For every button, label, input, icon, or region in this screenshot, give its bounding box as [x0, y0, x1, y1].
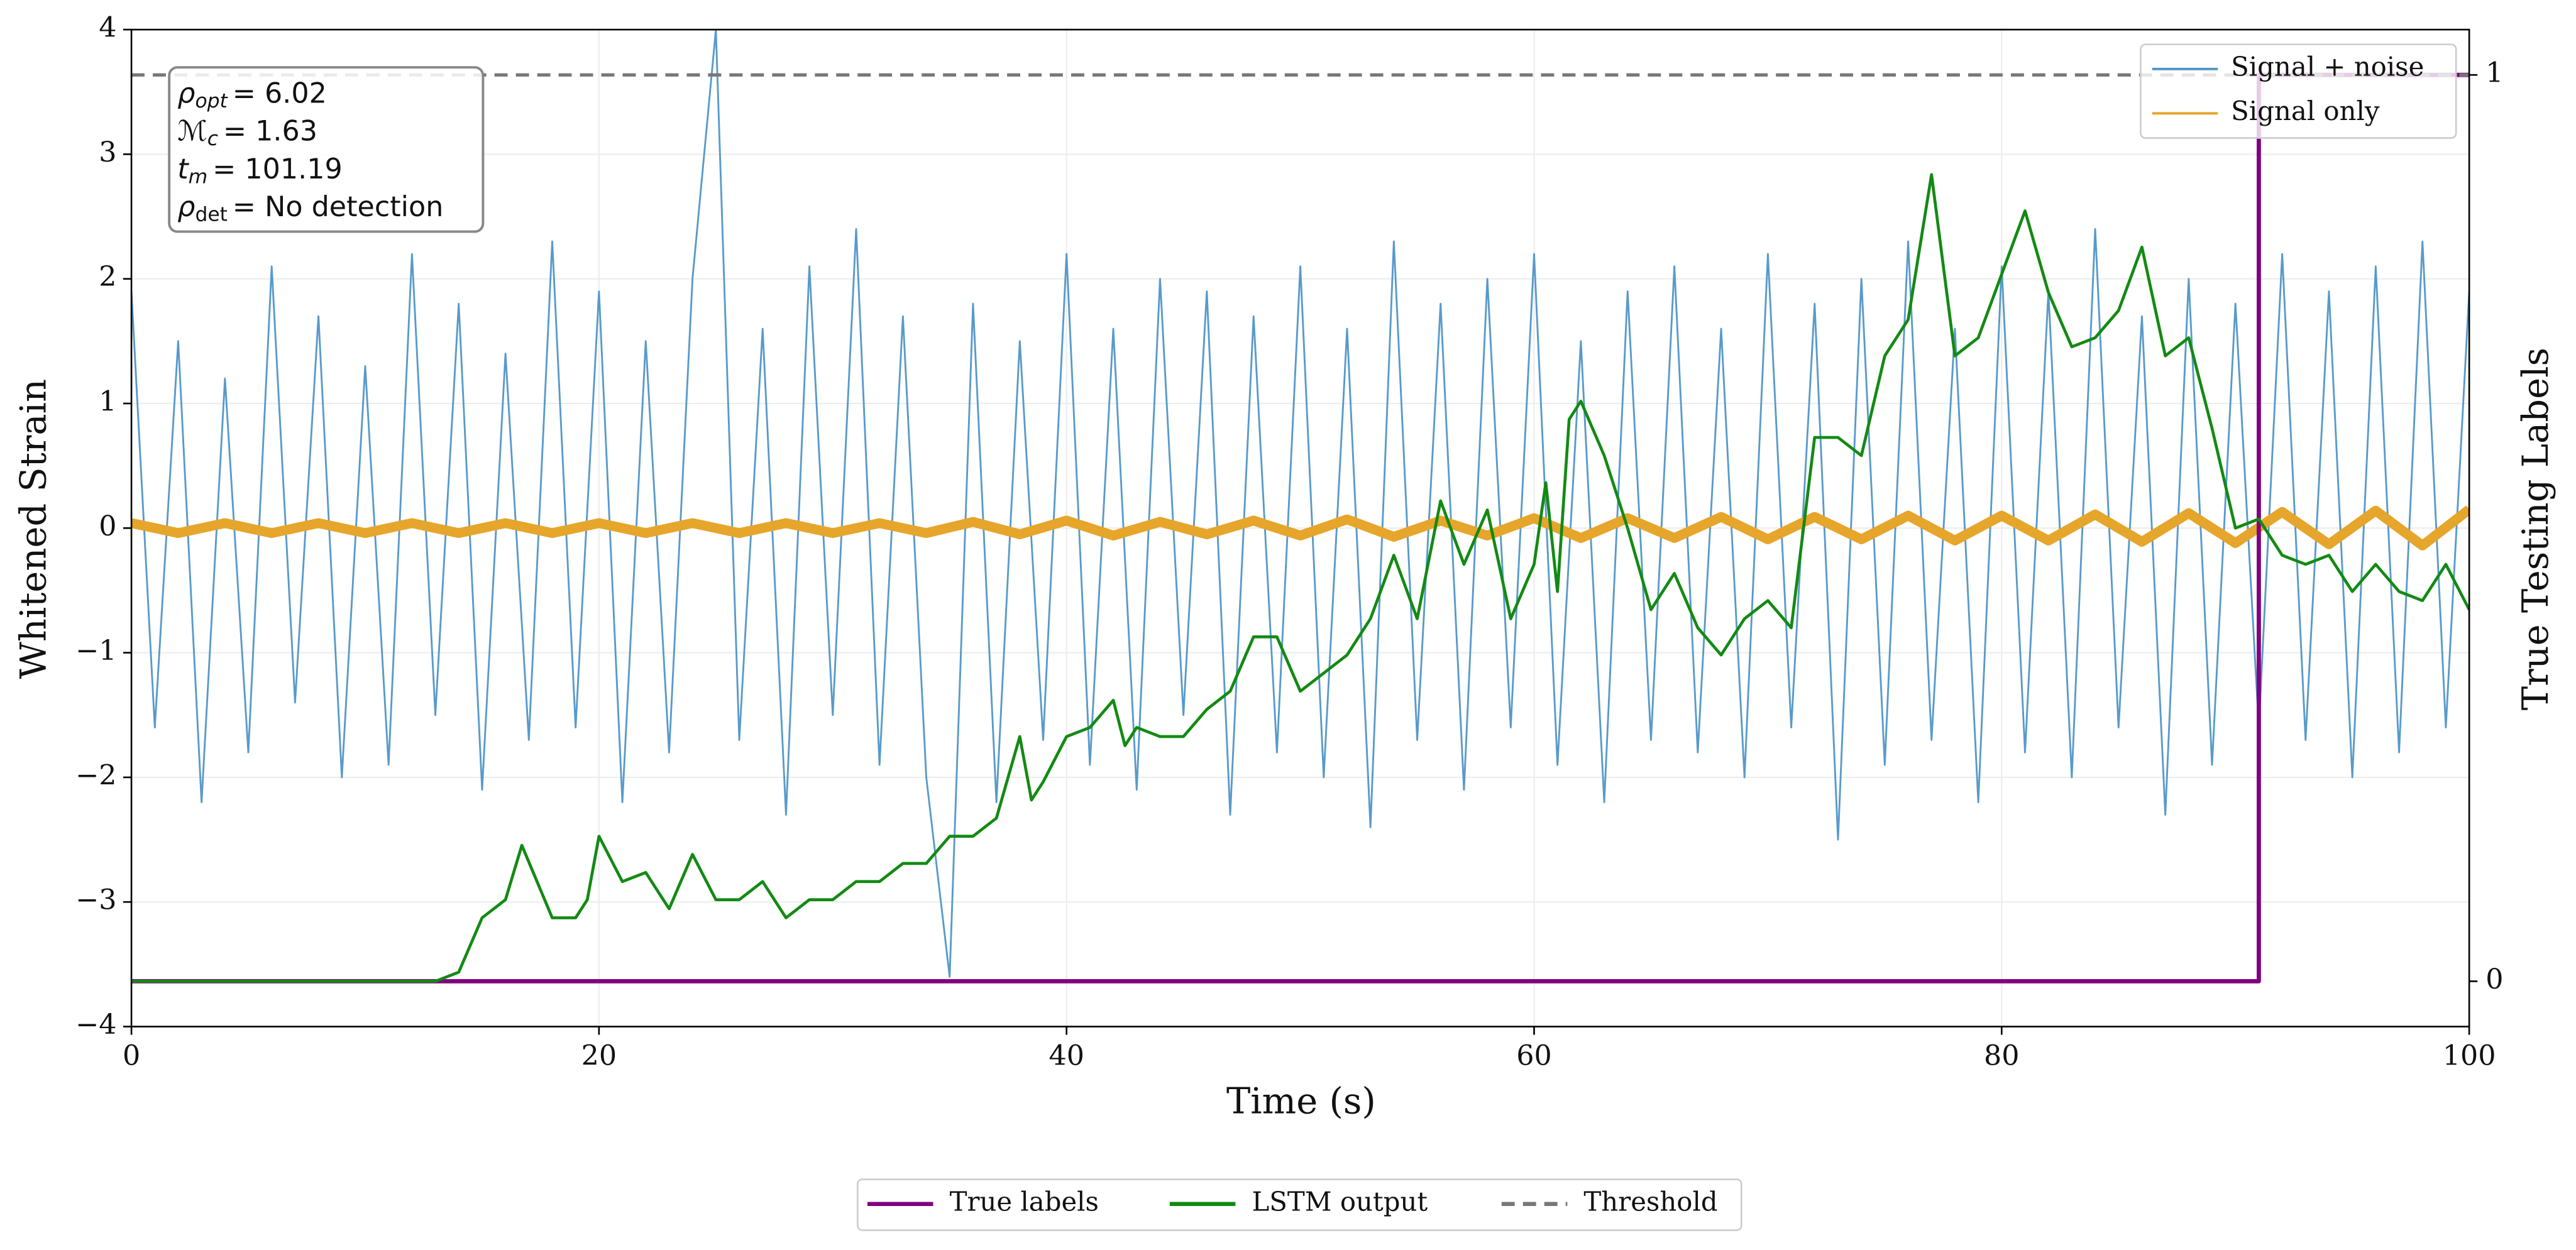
annotation-symbol: ℳ [177, 116, 207, 148]
x-axis-label: Time (s) [1226, 1080, 1376, 1122]
annotation: ρopt = 6.02 [177, 78, 327, 112]
annotation-text: = 6.02 [233, 78, 327, 110]
y2-axis-label: True Testing Labels [2514, 348, 2557, 710]
legend-label: Signal only [2231, 96, 2380, 126]
annotation-sub: opt [195, 90, 228, 112]
annotation-sub: c [207, 128, 218, 150]
annotation-symbol: ρ [177, 191, 195, 223]
y-tick-label: 3 [99, 136, 116, 168]
series-line [131, 30, 2470, 978]
annotation-box [168, 66, 485, 233]
annotation-sub: m [189, 165, 208, 188]
legend-box [856, 1178, 1742, 1231]
x-tick-label: 0 [123, 1040, 140, 1072]
legend-label: Threshold [1583, 1186, 1717, 1217]
y2-tick-label: 1 [2485, 57, 2503, 89]
annotation-symbol: ρ [177, 78, 195, 110]
series-line [131, 173, 2470, 983]
x-tick-label: 80 [1984, 1040, 2020, 1072]
y-tick-label: 2 [99, 261, 116, 293]
y-tick-label: −2 [75, 759, 116, 791]
annotation: ρdet = No detection [177, 191, 443, 226]
y-tick-label: 1 [99, 386, 116, 418]
y-tick-label: −3 [75, 884, 116, 916]
legend-label: True labels [950, 1186, 1099, 1217]
y-tick-label: −1 [75, 635, 116, 667]
y-tick-label: −4 [75, 1009, 116, 1041]
y-tick-label: 0 [99, 510, 116, 542]
annotation-text: = No detection [233, 191, 444, 223]
y-tick-label: 4 [99, 12, 116, 44]
x-tick-label: 40 [1049, 1040, 1084, 1072]
x-tick-label: 20 [581, 1040, 617, 1072]
x-tick-label: 100 [2443, 1040, 2496, 1072]
y2-tick-label: 0 [2485, 963, 2503, 995]
annotation-symbol: t [177, 153, 189, 185]
annotation: ℳc = 1.63 [177, 116, 317, 150]
annotation-text: = 101.19 [212, 153, 343, 185]
y-axis-label: Whitened Strain [13, 379, 55, 679]
x-tick-label: 60 [1516, 1040, 1552, 1072]
annotation-text: = 1.63 [223, 116, 317, 148]
legend-label: LSTM output [1252, 1186, 1428, 1217]
legend-box [2140, 43, 2457, 139]
plot-area [131, 30, 2470, 984]
series-line [131, 505, 2470, 551]
annotation: tm = 101.19 [177, 153, 343, 188]
legend-label: Signal + noise [2231, 51, 2424, 82]
annotation-sub: det [195, 203, 228, 226]
